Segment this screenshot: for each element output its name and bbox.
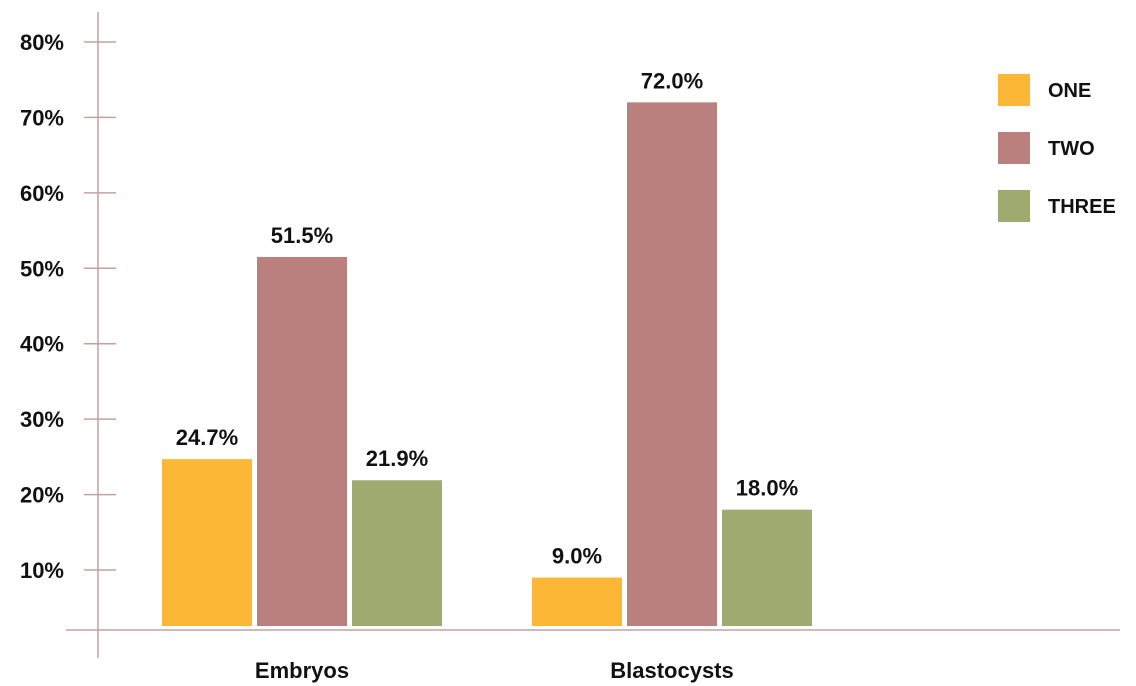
data-label: 21.9% — [366, 446, 428, 471]
y-tick-label: 70% — [20, 105, 64, 130]
data-label: 9.0% — [552, 544, 602, 569]
y-tick-label: 60% — [20, 181, 64, 206]
y-tick-label: 80% — [20, 30, 64, 55]
data-label: 72.0% — [641, 68, 703, 93]
y-tick-label: 50% — [20, 256, 64, 281]
data-label: 24.7% — [176, 425, 238, 450]
data-label: 18.0% — [736, 476, 798, 501]
legend-swatch-three — [998, 190, 1030, 222]
bar-three-blastocysts — [722, 509, 812, 626]
y-tick-label: 20% — [20, 483, 64, 508]
x-category-label: Embryos — [255, 658, 349, 683]
legend-label-one: ONE — [1048, 80, 1091, 102]
y-tick-label: 40% — [20, 332, 64, 357]
chart-legend: ONE TWO THREE — [998, 74, 1116, 222]
chart-bars: 24.7% 51.5% 21.9% Embryos 9.0% 72.0% 18.0% Blas… — [162, 68, 812, 683]
legend-label-three: THREE — [1048, 196, 1116, 218]
legend-label-two: TWO — [1048, 138, 1095, 160]
legend-swatch-two — [998, 132, 1030, 164]
legend-swatch-one — [998, 74, 1030, 106]
y-tick-label: 30% — [20, 407, 64, 432]
bar-one-blastocysts — [532, 577, 622, 626]
y-tick-label: 10% — [20, 558, 64, 583]
bar-one-embryos — [162, 459, 252, 626]
chart-axes: 10% 20% 30% 40% 50% 60% 70% 80% — [20, 12, 1120, 658]
x-category-label: Blastocysts — [610, 658, 734, 683]
bar-two-embryos — [257, 256, 347, 626]
bar-two-blastocysts — [627, 102, 717, 627]
bar-three-embryos — [352, 480, 442, 626]
data-label: 51.5% — [271, 223, 333, 248]
